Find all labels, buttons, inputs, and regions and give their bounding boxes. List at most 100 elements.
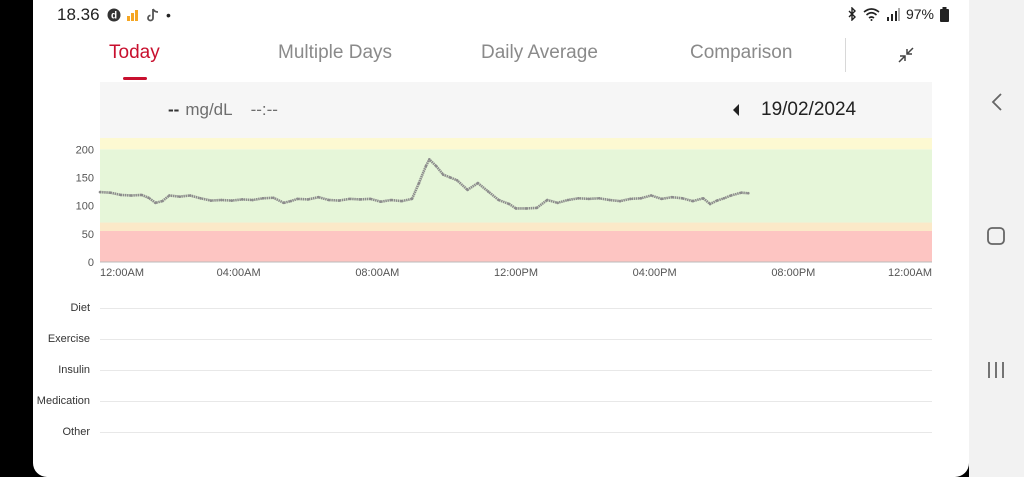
- glucose-chart: 200 150 100 50 0 12:00AM 04:00AM 08:00AM 12:00PM…: [76, 138, 932, 279]
- glucose-data-point: [327, 198, 331, 202]
- y-tick-label: 100: [76, 201, 94, 213]
- event-label-insulin: Insulin: [58, 364, 90, 376]
- glucose-data-point: [556, 201, 559, 205]
- glucose-data-point: [701, 197, 705, 200]
- glucose-readout: -- mg/dL --:--: [168, 100, 278, 120]
- glucose-data-point: [715, 199, 719, 202]
- glucose-data-point: [147, 196, 150, 200]
- glucose-data-point: [746, 191, 750, 195]
- glucose-data-point: [448, 176, 452, 179]
- tab-divider: [845, 38, 846, 72]
- tab-multiple-days[interactable]: Multiple Days: [278, 42, 393, 63]
- event-row-line: [100, 370, 932, 371]
- svg-text:d: d: [111, 11, 117, 22]
- glucose-data-point: [455, 178, 459, 182]
- x-tick-label: 12:00AM: [888, 267, 932, 279]
- glucose-data-point: [154, 201, 157, 205]
- glucose-data-point: [424, 164, 428, 168]
- home-icon[interactable]: [969, 226, 1024, 246]
- glucose-data-point: [441, 173, 445, 176]
- glucose-data-point: [535, 206, 539, 210]
- d-app-icon: d: [107, 8, 121, 22]
- status-icons-left: d •: [107, 7, 171, 23]
- glucose-data-point: [129, 194, 133, 197]
- glucose-data-point: [98, 190, 102, 194]
- glucose-data-point: [740, 191, 743, 194]
- event-row-line: [100, 308, 932, 309]
- glucose-data-point: [649, 194, 653, 197]
- status-bar: 18.36 d • 97%: [33, 4, 969, 24]
- selected-date[interactable]: 19/02/2024: [761, 99, 857, 120]
- glucose-data-point: [660, 197, 663, 201]
- glucose-data-point: [577, 197, 580, 200]
- target-band: [100, 222, 932, 231]
- chart-header: [100, 82, 932, 138]
- y-tick-label: 0: [88, 257, 94, 269]
- x-tick-label: 12:00PM: [494, 267, 538, 279]
- glucose-data-point: [140, 193, 143, 197]
- x-tick-label: 08:00PM: [771, 267, 815, 279]
- battery-icon: [940, 6, 949, 22]
- glucose-data-point: [417, 181, 421, 185]
- glucose-data-point: [514, 207, 518, 210]
- glucose-data-point: [639, 197, 643, 200]
- tab-today[interactable]: Today: [109, 42, 160, 63]
- previous-day-icon[interactable]: [733, 104, 739, 116]
- glucose-data-point: [486, 190, 490, 193]
- target-band: [100, 231, 932, 262]
- glucose-data-point: [434, 164, 438, 168]
- glucose-data-point: [507, 202, 511, 206]
- glucose-data-point: [119, 193, 123, 197]
- glucose-series-line: [99, 158, 749, 210]
- glucose-data-point: [497, 198, 500, 202]
- glucose-unit: mg/dL: [185, 100, 233, 119]
- glucose-data-point: [525, 207, 528, 210]
- y-tick-label: 200: [76, 144, 94, 156]
- x-tick-label: 08:00AM: [355, 267, 399, 279]
- x-tick-label: 04:00PM: [633, 267, 677, 279]
- signal-bars-icon: [127, 10, 138, 21]
- glucose-data-point: [306, 198, 310, 201]
- glucose-data-point: [282, 201, 286, 205]
- tab-daily-average[interactable]: Daily Average: [481, 42, 598, 63]
- event-label-other: Other: [62, 426, 90, 438]
- glucose-data-point: [296, 197, 299, 201]
- glucose-data-point: [597, 197, 601, 200]
- tiktok-icon: [147, 8, 159, 22]
- recent-apps-icon[interactable]: [969, 360, 1024, 380]
- x-tick-label: 12:00AM: [100, 267, 144, 279]
- event-row-line: [100, 401, 932, 402]
- glucose-data-point: [240, 198, 244, 201]
- event-row-line: [100, 339, 932, 340]
- app-screen: 18.36 d • 97% Today Multiple Days Daily …: [33, 0, 969, 477]
- collapse-button[interactable]: [891, 40, 921, 70]
- glucose-data-point: [476, 181, 480, 185]
- glucose-data-point: [168, 194, 171, 197]
- glucose-data-point: [466, 188, 469, 192]
- active-tab-indicator: [123, 77, 147, 80]
- glucose-data-point: [379, 200, 383, 203]
- event-row-line: [100, 432, 932, 433]
- glucose-data-point: [369, 197, 372, 201]
- event-label-medication: Medication: [36, 395, 90, 407]
- glucose-data-point: [251, 198, 254, 202]
- glucose-data-point: [199, 197, 202, 200]
- tab-comparison[interactable]: Comparison: [690, 42, 793, 63]
- glucose-value: --: [168, 100, 180, 119]
- reading-time: --:--: [250, 100, 278, 119]
- glucose-data-point: [178, 195, 182, 198]
- glucose-data-point: [708, 202, 712, 206]
- glucose-data-point: [400, 199, 403, 203]
- glucose-data-point: [729, 194, 733, 197]
- cell-signal-icon: [886, 7, 900, 21]
- back-icon[interactable]: [969, 92, 1024, 112]
- collapse-icon: [898, 47, 914, 63]
- glucose-data-point: [691, 199, 695, 203]
- glucose-data-point: [722, 197, 726, 200]
- glucose-data-point: [337, 199, 341, 202]
- glucose-data-point: [348, 197, 351, 201]
- date-navigator: 19/02/2024: [733, 99, 856, 121]
- target-band: [100, 149, 932, 223]
- target-band: [100, 138, 932, 150]
- battery-percent: 97%: [905, 6, 934, 22]
